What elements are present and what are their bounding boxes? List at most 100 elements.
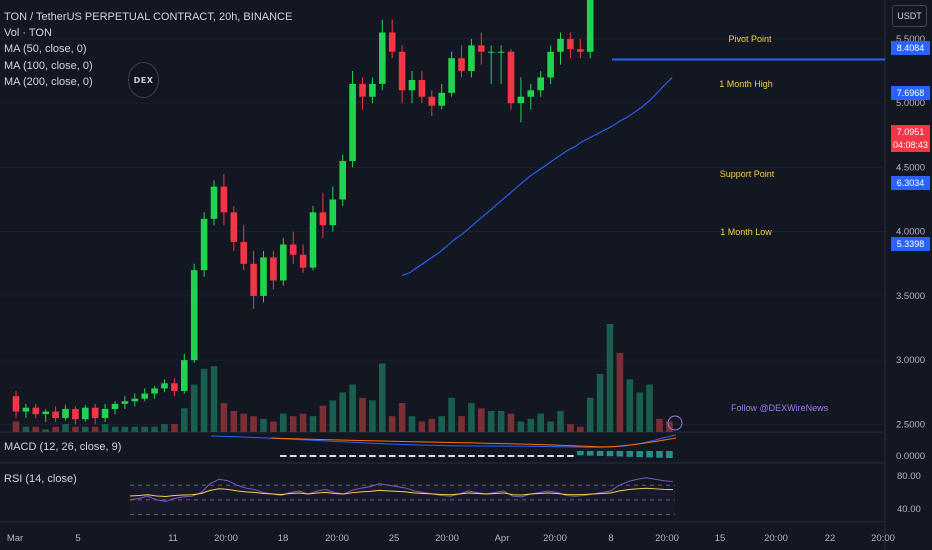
candle-body <box>586 0 594 52</box>
candle-body <box>91 407 99 418</box>
volume-bar <box>62 424 69 432</box>
candle-body <box>577 49 584 52</box>
volume-bar <box>200 368 208 432</box>
volume-bar <box>398 403 406 432</box>
volume-bar <box>339 392 346 432</box>
price-label-support: 6.3034 <box>891 176 930 190</box>
macd-histogram-bar <box>359 455 366 457</box>
volume-indicator-label[interactable]: Vol · TON <box>4 27 52 40</box>
volume-bar <box>141 426 148 432</box>
volume-bar <box>448 397 455 432</box>
candle-body <box>42 411 49 415</box>
macd-histogram-bar <box>319 455 327 457</box>
symbol-title[interactable]: TON / TetherUS PERPETUAL CONTRACT, 20h, … <box>4 11 293 23</box>
volume-bar <box>240 413 247 432</box>
rsi-indicator-label[interactable]: RSI (14, close) <box>4 473 77 485</box>
macd-histogram-bar <box>408 455 416 457</box>
candle-body <box>359 83 366 97</box>
macd-histogram-bar <box>448 455 455 457</box>
macd-histogram-bar <box>299 455 307 457</box>
macd-histogram-bar <box>557 455 564 457</box>
candle-body <box>62 408 69 418</box>
currency-selector[interactable]: USDT <box>892 5 927 27</box>
annotation-month-high: 1 Month High <box>719 79 773 89</box>
volume-bar <box>299 413 307 432</box>
chart-legend: TON / TetherUS PERPETUAL CONTRACT, 20h, … <box>4 9 292 90</box>
volume-bar <box>220 403 228 432</box>
time-tick-label: 20:00 <box>325 533 349 544</box>
volume-bar <box>270 421 277 432</box>
candle-body <box>527 90 535 97</box>
macd-histogram-bar <box>517 455 525 457</box>
annotation-month-low: 1 Month Low <box>720 227 772 237</box>
candle-body <box>230 212 238 242</box>
annotation-pivot: Pivot Point <box>728 34 772 44</box>
candle-body <box>200 218 208 271</box>
volume-bar <box>230 410 238 432</box>
macd-histogram-bar <box>666 451 673 458</box>
candle-body <box>408 80 416 91</box>
candle-body <box>190 270 198 361</box>
candle-body <box>458 58 465 72</box>
candle-body <box>468 45 475 72</box>
volume-bar <box>547 421 554 432</box>
candle-body <box>379 32 386 84</box>
macd-indicator-label[interactable]: MACD (12, 26, close, 9) <box>4 441 122 453</box>
volume-bar <box>359 397 366 432</box>
price-tick-label: 3.5000 <box>896 291 925 302</box>
volume-bar <box>190 384 198 432</box>
macd-histogram-bar <box>626 451 634 457</box>
candle-body <box>388 32 396 52</box>
macd-histogram-bar <box>329 455 337 457</box>
candle-body <box>329 199 337 226</box>
volume-bar <box>557 410 564 432</box>
macd-histogram-bar <box>636 451 643 458</box>
price-label-month-low: 5.3398 <box>891 237 930 251</box>
volume-bar <box>646 384 653 432</box>
candle-body <box>111 403 119 409</box>
candle-body <box>309 212 317 268</box>
macd-histogram-bar <box>428 455 436 457</box>
macd-histogram-bar <box>616 451 624 457</box>
macd-histogram-bar <box>487 455 495 457</box>
time-tick-label: 15 <box>715 533 726 544</box>
candle-body <box>82 407 89 420</box>
candle-body <box>537 77 544 91</box>
candle-body <box>72 408 79 420</box>
candle-body <box>52 411 59 418</box>
candle-body <box>289 244 297 255</box>
ma100-indicator-label[interactable]: MA (100, close, 0) <box>4 59 93 72</box>
candle-body <box>171 383 178 391</box>
candle-body <box>270 257 277 281</box>
volume-bar <box>250 416 257 432</box>
time-tick-label: 18 <box>278 533 289 544</box>
macd-histogram-bar <box>438 455 445 457</box>
price-tick-label: 5.0000 <box>896 98 925 109</box>
volume-bar <box>517 421 525 432</box>
volume-bar <box>636 392 643 432</box>
volume-bar <box>656 418 663 432</box>
volume-bar <box>289 416 297 432</box>
candle-body <box>517 96 525 104</box>
candle-body <box>428 96 436 106</box>
ma-line <box>401 77 673 276</box>
ma50-indicator-label[interactable]: MA (50, close, 0) <box>4 43 87 56</box>
time-tick-label: Mar <box>7 533 23 544</box>
candle-body <box>418 80 426 97</box>
volume-bar <box>280 413 287 432</box>
volume-bar <box>32 426 40 432</box>
time-tick-label: 20:00 <box>871 533 895 544</box>
macd-histogram-bar <box>537 455 544 457</box>
volume-bar <box>487 410 495 432</box>
macd-signal-line <box>270 437 677 448</box>
volume-bar <box>12 421 20 432</box>
volume-bar <box>329 400 337 432</box>
ma200-indicator-label[interactable]: MA (200, close, 0) <box>4 75 93 88</box>
volume-bar <box>586 397 594 432</box>
candle-body <box>319 212 327 226</box>
volume-bar <box>468 403 475 432</box>
candle-body <box>369 83 376 97</box>
macd-histogram-bar <box>280 455 287 457</box>
price-tick-label: 4.0000 <box>896 227 925 238</box>
